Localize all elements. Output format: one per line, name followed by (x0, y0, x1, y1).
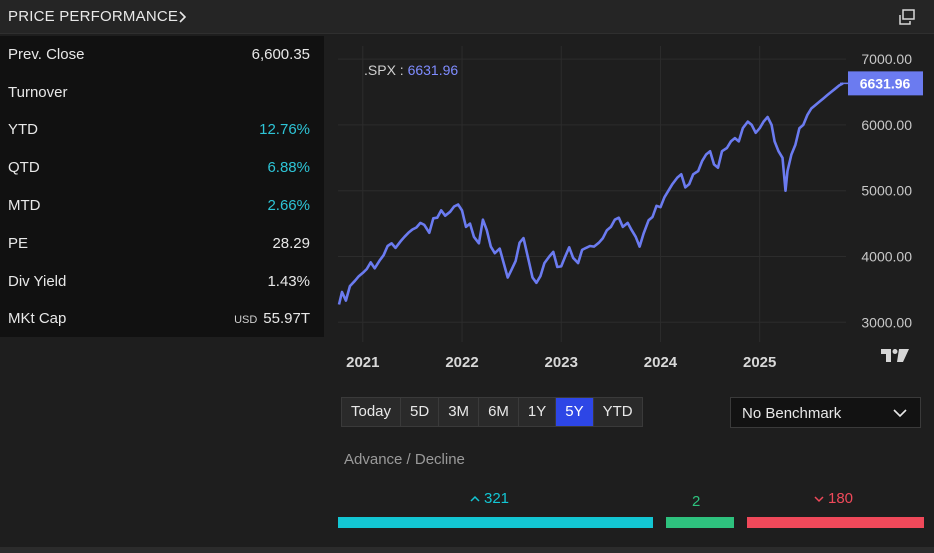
period-button-6m[interactable]: 6M (479, 398, 519, 426)
stat-row-ytd: YTD 12.76% (0, 111, 324, 149)
panel-title[interactable]: PRICE PERFORMANCE (8, 8, 179, 25)
chart-series-layer (337, 82, 844, 305)
stat-value: 12.76% (259, 121, 310, 138)
advance-count: 321 (470, 490, 509, 507)
x-tick-label: 2021 (346, 354, 379, 371)
period-button-today[interactable]: Today (342, 398, 402, 426)
tradingview-logo[interactable] (880, 347, 910, 363)
y-tick-label: 7000.00 (861, 51, 912, 67)
y-tick-label: 4000.00 (861, 248, 912, 264)
period-button-ytd[interactable]: YTD (602, 403, 633, 420)
chevron-down-icon (814, 496, 824, 503)
stat-label: Prev. Close (8, 46, 85, 63)
stat-label: MTD (8, 197, 41, 214)
stat-label: QTD (8, 159, 40, 176)
stats-panel: Prev. Close 6,600.35 Turnover YTD 12.76%… (0, 36, 324, 337)
period-button-5y[interactable]: 5Y (556, 398, 594, 426)
chart-axes: 7000.00 6000.00 5000.00 4000.00 3000.00 2021 2… (346, 51, 912, 371)
popout-icon[interactable] (898, 8, 916, 26)
stat-row-market-cap: MKt Cap USD 55.97T (0, 300, 324, 338)
stat-value: 28.29 (272, 235, 310, 252)
currency-unit: USD (234, 314, 258, 326)
price-series-line (337, 82, 844, 305)
stat-row-pe: PE 28.29 (0, 225, 324, 263)
chevron-up-icon (470, 495, 480, 502)
stat-row-turnover: Turnover (0, 74, 324, 112)
symbol-legend: .SPX : 6631.96 (364, 62, 458, 78)
stat-label: MKt Cap (8, 310, 67, 327)
y-tick-label: 5000.00 (861, 183, 912, 199)
benchmark-dropdown[interactable]: No Benchmark (730, 397, 921, 428)
stat-value: 2.66% (267, 197, 310, 214)
x-tick-label: 2022 (445, 354, 478, 371)
stat-row-div-yield: Div Yield 1.43% (0, 263, 324, 301)
stat-label: YTD (8, 121, 38, 138)
period-button-1y[interactable]: 1Y (519, 398, 557, 426)
stat-value: 1.43% (267, 273, 310, 290)
chevron-down-icon (893, 409, 907, 418)
symbol-name: .SPX : (364, 62, 408, 78)
stat-label: PE (8, 235, 29, 252)
y-tick-label: 3000.00 (861, 314, 912, 330)
stat-value: 6.88% (267, 159, 310, 176)
chevron-right-icon[interactable] (176, 9, 190, 25)
price-chart-svg[interactable]: 7000.00 6000.00 5000.00 4000.00 3000.00 2021 2… (334, 36, 934, 376)
stat-row-mtd: MTD 2.66% (0, 187, 324, 225)
stat-label: Div Yield (8, 273, 67, 290)
decline-count: 180 (814, 490, 853, 507)
last-value-badge-label: 6631.96 (860, 75, 911, 91)
panel-header: PRICE PERFORMANCE (0, 0, 934, 34)
stat-row-qtd: QTD 6.88% (0, 149, 324, 187)
y-tick-label: 6000.00 (861, 117, 912, 133)
unchanged-count-value: 2 (692, 493, 701, 510)
unchanged-count: 2 (692, 493, 700, 510)
decline-bar (747, 517, 924, 528)
x-tick-label: 2024 (644, 354, 678, 371)
stat-value-group: USD 55.97T (234, 310, 310, 327)
benchmark-selected-label: No Benchmark (742, 405, 842, 422)
stat-value: 55.97T (263, 310, 310, 327)
period-selector: Today 5D 3M 6M 1Y 5Y YTD (341, 397, 643, 427)
price-chart[interactable]: 7000.00 6000.00 5000.00 4000.00 3000.00 2021 2… (334, 36, 934, 376)
footer-strip (0, 547, 934, 553)
advance-count-value: 321 (484, 490, 510, 507)
last-value-badge (848, 71, 923, 96)
advance-decline-title: Advance / Decline (344, 451, 465, 468)
decline-count-value: 180 (828, 490, 854, 507)
period-button-5d[interactable]: 5D (401, 398, 440, 426)
chart-grid (338, 46, 846, 342)
unchanged-bar (666, 517, 735, 528)
stat-label: Turnover (8, 84, 68, 101)
period-button-3m[interactable]: 3M (439, 398, 480, 426)
x-tick-label: 2025 (743, 354, 776, 371)
stat-row-prev-close: Prev. Close 6,600.35 (0, 36, 324, 74)
x-tick-label: 2023 (545, 354, 578, 371)
stat-value: 6,600.35 (251, 46, 310, 63)
advance-bar (338, 517, 654, 528)
symbol-last-value: 6631.96 (408, 62, 459, 78)
